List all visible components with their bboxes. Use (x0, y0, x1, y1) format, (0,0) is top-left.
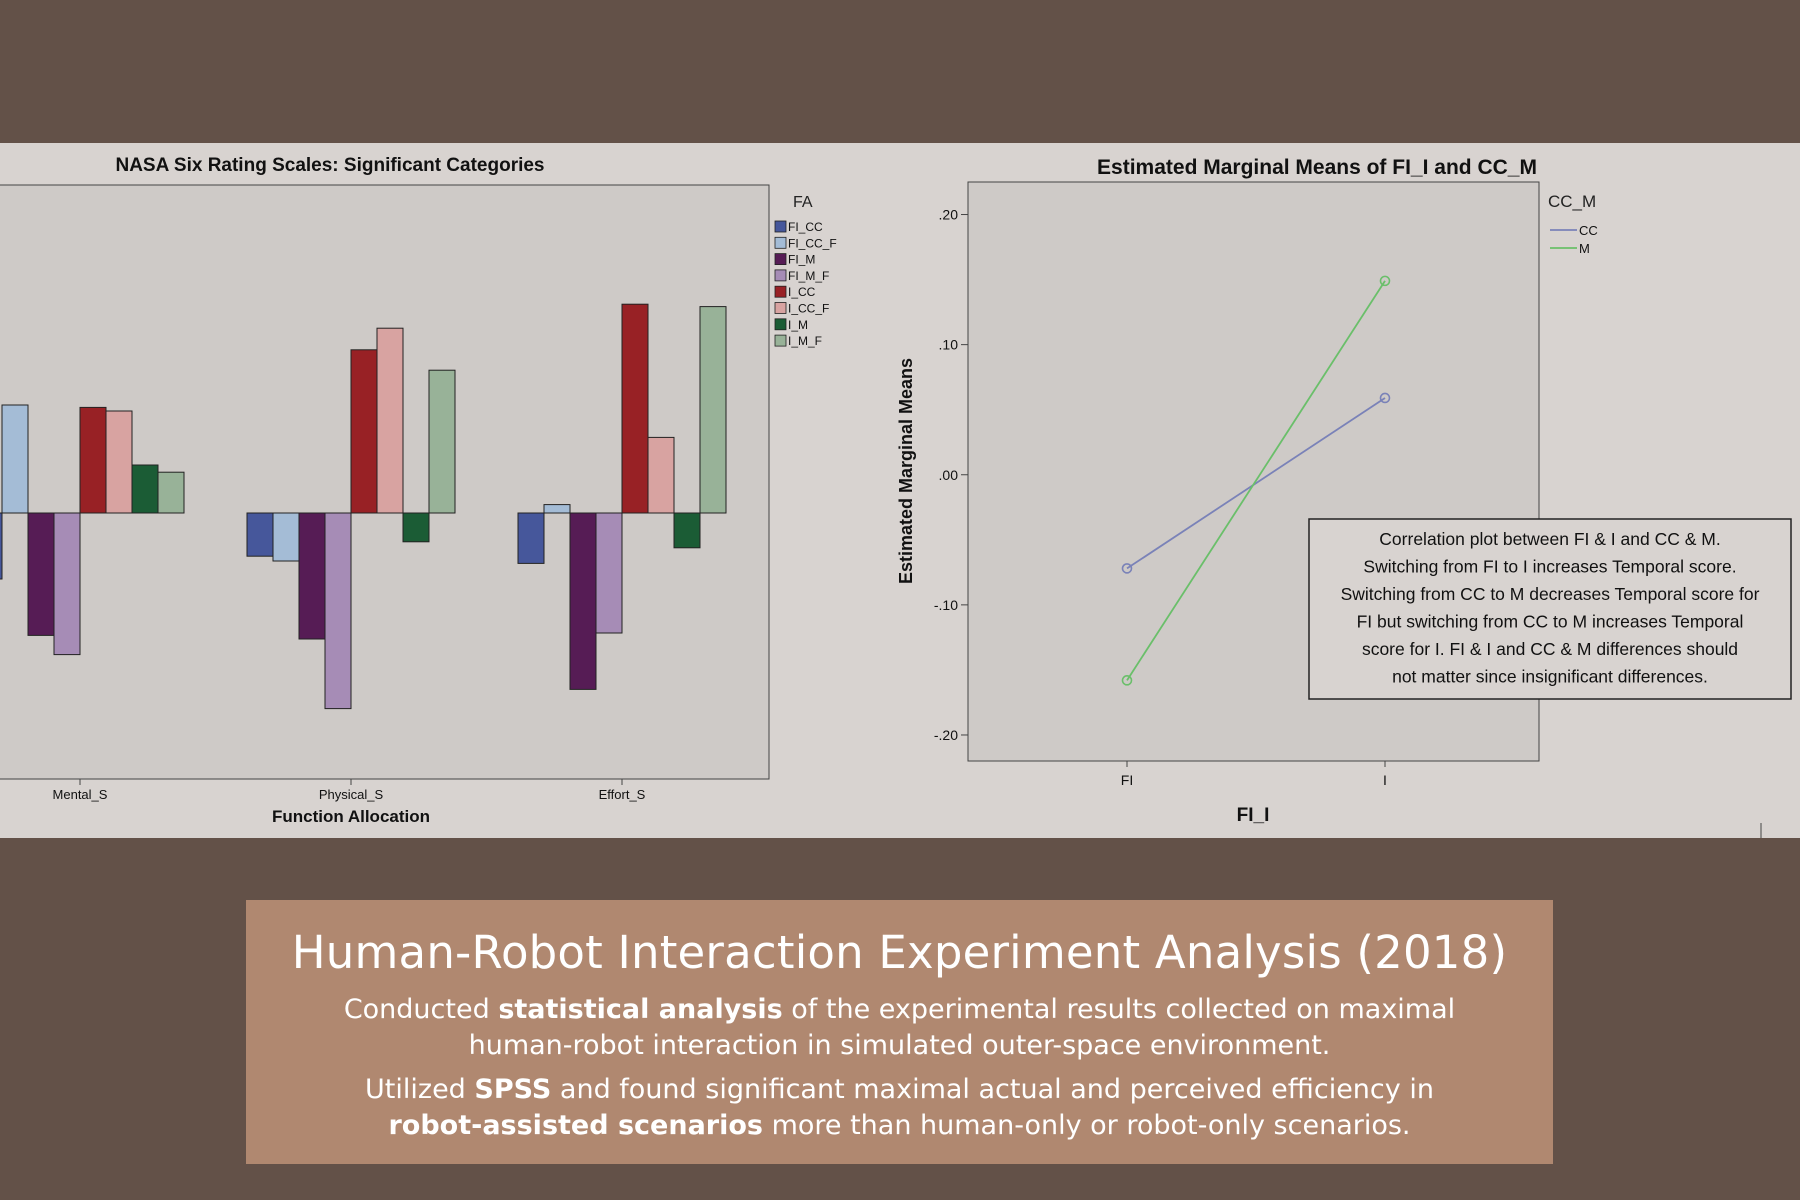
bar-FI_CC-Physical_S (246, 512, 274, 557)
line-x-axis-label: FI_I (1237, 805, 1270, 826)
legend-label-I_CC_F: I_CC_F (788, 302, 829, 316)
y-tick-label--.10: -.10 (934, 597, 958, 613)
legend-swatch-I_CC (774, 285, 787, 298)
bar-I_CC-Physical_S (350, 349, 378, 514)
project-title: Human-Robot Interaction Experiment Analy… (291, 926, 1508, 979)
p2-text-a: Utilized (365, 1074, 475, 1105)
bar-I_CC-Mental_S (79, 406, 107, 514)
point-CC-I (1379, 392, 1391, 404)
x-tick-label-Effort_S: Effort_S (599, 787, 646, 802)
legend-swatch-I_CC_F (774, 302, 787, 314)
line-chart: Estimated Marginal Means of FI_I and CC_… (896, 156, 1792, 838)
bar-FI_M-Mental_S (27, 512, 55, 636)
line-chart-title: Estimated Marginal Means of FI_I and CC_… (1097, 156, 1537, 179)
point-CC-FI (1121, 563, 1133, 574)
p2-text-c: and found significant maximal actual and… (551, 1074, 1434, 1105)
bar-FI_CC-Effort_S (517, 512, 545, 564)
legend-swatch-I_M (774, 318, 787, 331)
p1-text-a: Conducted (343, 994, 499, 1025)
bar-I_M_F-Physical_S (428, 369, 456, 514)
p1-bold: statistical analysis (498, 994, 783, 1025)
legend-label-I_CC: I_CC (788, 285, 816, 299)
legend-label-FI_M: FI_M (788, 253, 815, 267)
y-tick-label-.20: .20 (939, 207, 959, 223)
legend-label-I_M_F: I_M_F (788, 334, 822, 348)
project-description-card: Human-Robot Interaction Experiment Analy… (246, 900, 1553, 1164)
bar-I_CC_F-Effort_S (647, 436, 675, 514)
legend-swatch-FI_CC_F (774, 236, 787, 249)
bar-I_M-Physical_S (402, 512, 430, 543)
bar-chart: NASA Six Rating Scales: Significant Cate… (0, 155, 837, 826)
line-legend-title: CC_M (1548, 192, 1596, 211)
legend-label-I_M: I_M (788, 318, 808, 332)
description-paragraph-2: Utilized SPSS and found significant maxi… (335, 1072, 1465, 1144)
bar-FI_M-Effort_S (569, 512, 597, 690)
series-line-CC (1126, 397, 1386, 570)
bar-FI_CC-Mental_S (0, 512, 3, 580)
point-M-I (1379, 275, 1391, 287)
bar-FI_M_F-Physical_S (324, 512, 352, 710)
bar-I_CC_F-Mental_S (105, 410, 133, 514)
legend-swatch-FI_M_F (774, 269, 787, 282)
legend-label-FI_CC: FI_CC (788, 220, 823, 234)
annotation-box: Correlation plot between FI & I and CC &… (1308, 518, 1792, 700)
legend-swatch-FI_M (774, 253, 787, 265)
series-line-M (1126, 280, 1386, 681)
bar-FI_CC_F-Effort_S (543, 504, 571, 514)
legend-label-FI_CC_F: FI_CC_F (788, 236, 837, 250)
x-tick-label-FI: FI (1121, 772, 1133, 788)
bar-chart-title: NASA Six Rating Scales: Significant Cate… (115, 155, 544, 176)
bar-x-axis-label: Function Allocation (272, 807, 430, 826)
bar-I_M_F-Effort_S (699, 306, 727, 514)
bar-I_M_F-Mental_S (157, 471, 185, 514)
bar-legend-title: FA (793, 194, 813, 211)
annotation-text: Correlation plot between FI & I and CC &… (1341, 529, 1760, 687)
line-y-axis-label: Estimated Marginal Means (896, 358, 916, 584)
legend-swatch-FI_CC (774, 220, 787, 233)
legend-label-M: M (1579, 241, 1590, 256)
bar-I_CC_F-Physical_S (376, 327, 404, 514)
p2-text-e: more than human-only or robot-only scena… (762, 1110, 1411, 1141)
bar-I_CC-Effort_S (621, 303, 649, 514)
p1-text-c: of the experimental results collected on… (468, 994, 1456, 1061)
p2-bold-scenarios: robot-assisted scenarios (388, 1110, 763, 1141)
y-tick-label-.00: .00 (939, 467, 959, 483)
x-tick-label-Mental_S: Mental_S (53, 787, 108, 802)
bar-FI_CC_F-Mental_S (1, 404, 29, 514)
bar-FI_CC_F-Physical_S (272, 512, 300, 562)
x-tick-label-I: I (1383, 772, 1387, 788)
bar-FI_M_F-Mental_S (53, 512, 81, 656)
description-paragraph-1: Conducted statistical analysis of the ex… (335, 992, 1465, 1064)
p2-bold-spss: SPSS (474, 1074, 552, 1105)
legend-swatch-I_M_F (774, 334, 787, 347)
y-tick-label-.10: .10 (939, 337, 959, 353)
legend-label-FI_M_F: FI_M_F (788, 269, 829, 283)
legend-label-CC: CC (1579, 223, 1598, 238)
bar-I_M-Mental_S (131, 464, 159, 514)
bar-I_M-Effort_S (673, 512, 701, 549)
x-tick-label-Physical_S: Physical_S (319, 787, 384, 802)
bar-FI_M-Physical_S (298, 512, 326, 640)
point-M-FI (1121, 675, 1133, 686)
bar-FI_M_F-Effort_S (595, 512, 623, 634)
y-tick-label--.20: -.20 (934, 727, 958, 743)
